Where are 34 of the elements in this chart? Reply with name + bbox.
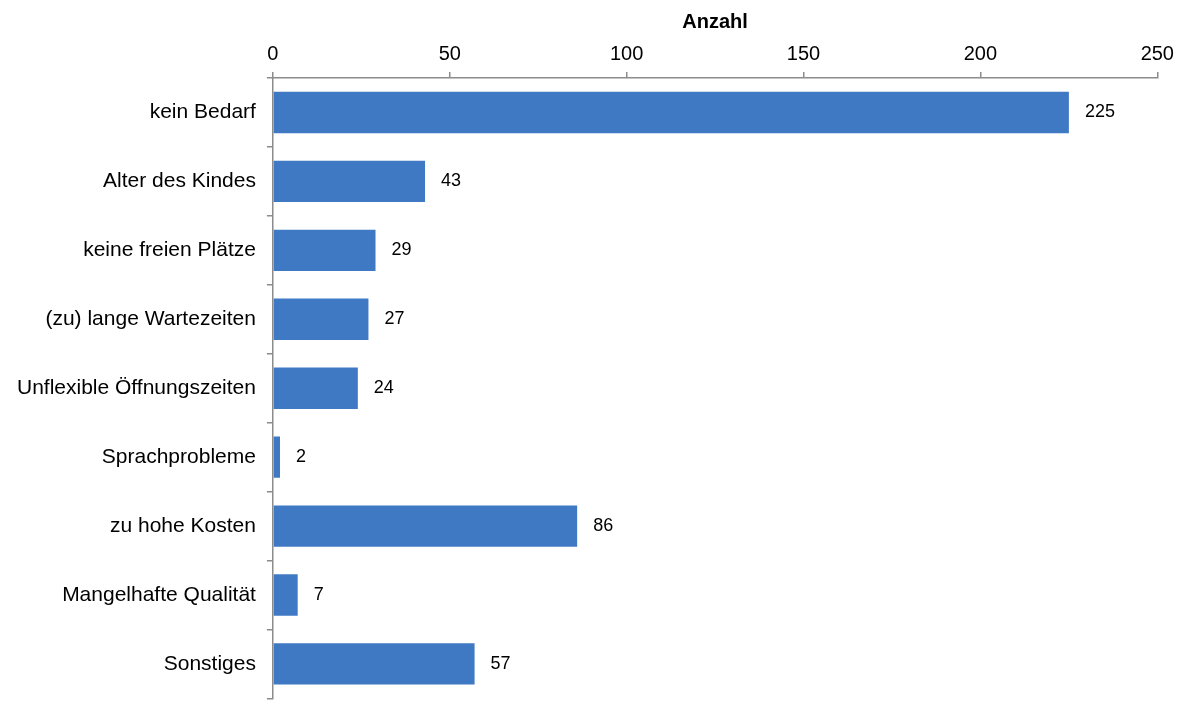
x-axis-title: Anzahl xyxy=(682,9,748,32)
x-tick-label: 50 xyxy=(438,41,461,64)
data-label: 24 xyxy=(373,377,394,398)
bar xyxy=(273,574,298,616)
bar xyxy=(273,505,578,547)
data-label: 27 xyxy=(384,308,405,329)
bar xyxy=(273,643,475,685)
data-label: 29 xyxy=(391,239,412,260)
bar xyxy=(273,436,280,478)
y-tick-label: Alter des Kindes xyxy=(103,168,256,192)
x-tick-label: 200 xyxy=(963,41,998,64)
y-tick-label: zu hohe Kosten xyxy=(109,512,256,536)
bar xyxy=(273,367,358,409)
y-tick-label: keine freien Plätze xyxy=(83,237,256,261)
y-tick-label: Sonstiges xyxy=(163,650,256,674)
data-label: 86 xyxy=(593,515,614,536)
y-tick-label: Unflexible Öffnungszeiten xyxy=(16,375,256,398)
data-label: 225 xyxy=(1084,101,1115,122)
y-tick-label: (zu) lange Wartezeiten xyxy=(45,306,256,330)
y-tick-label: Sprachprobleme xyxy=(101,443,256,467)
bar xyxy=(273,229,376,272)
bar xyxy=(273,91,1069,134)
y-tick-label: Mangelhafte Qualität xyxy=(62,581,257,605)
x-tick-label: 100 xyxy=(609,41,644,64)
x-tick-label: 0 xyxy=(267,41,279,64)
bar xyxy=(273,160,426,203)
data-label: 57 xyxy=(490,652,511,673)
data-label: 7 xyxy=(313,583,324,604)
y-tick-label: kein Bedarf xyxy=(149,99,257,123)
bar xyxy=(273,298,369,340)
x-tick-label: 250 xyxy=(1140,41,1174,64)
data-label: 43 xyxy=(441,170,462,191)
data-label: 2 xyxy=(296,446,307,467)
x-tick-label: 150 xyxy=(786,41,821,64)
